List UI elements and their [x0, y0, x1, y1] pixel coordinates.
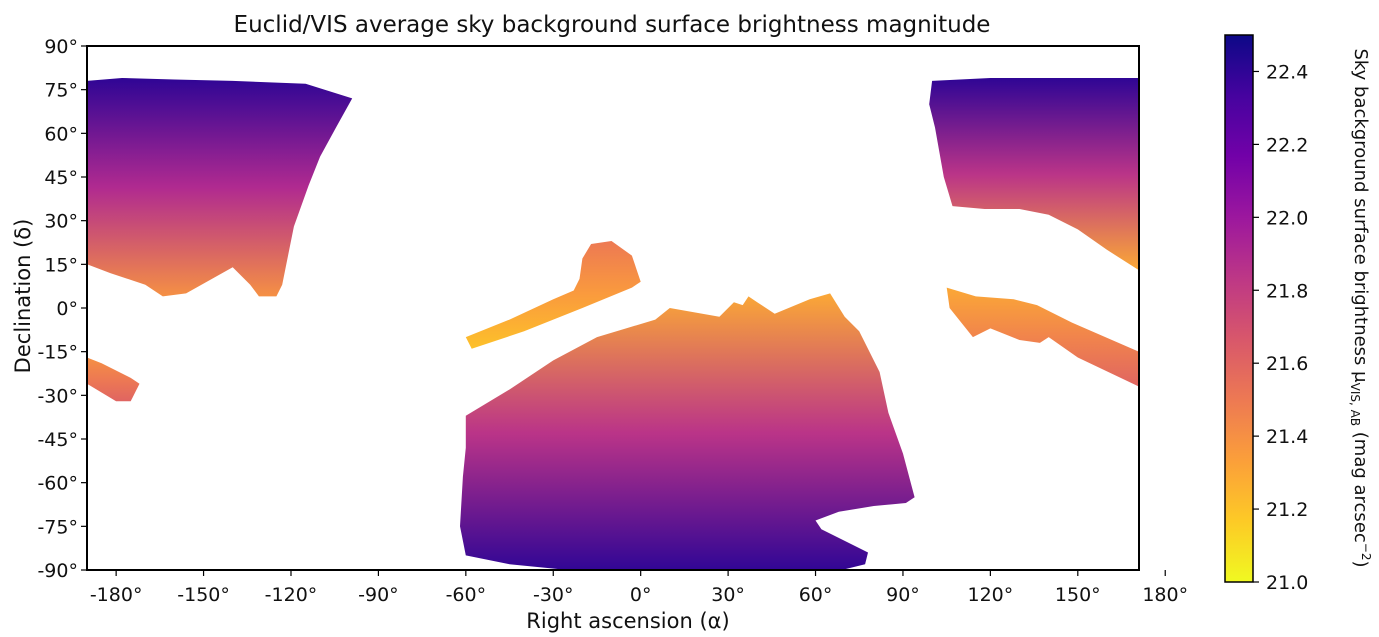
colorbar-tick-label: 21.0 [1266, 572, 1308, 594]
x-tick-label: 0° [630, 584, 652, 606]
colorbar-title: Sky background surface brightness μVIS, … [1348, 48, 1373, 567]
y-tick-label: -30° [37, 385, 78, 407]
x-tick-label: 30° [711, 584, 745, 606]
x-tick-label: 180° [1142, 584, 1188, 606]
x-axis-ticks: -180° -150° -120° -90° -60° -30° 0° 30° 60° 90° 12… [90, 570, 1188, 606]
x-axis-title: Right ascension (α) [526, 609, 729, 633]
x-tick-label: -60° [446, 584, 487, 606]
colorbar-tick-label: 22.2 [1266, 134, 1308, 156]
colorbar-tick-label: 21.4 [1266, 426, 1308, 448]
sky-region-south-cap [460, 293, 915, 570]
colorbar-title-subscript: VIS, AB [1348, 383, 1362, 426]
y-tick-label: 0° [56, 298, 78, 320]
sky-region-ecliptic-strip-east [946, 287, 1139, 387]
x-tick-label: -180° [90, 584, 143, 606]
x-tick-label: 90° [886, 584, 920, 606]
sky-regions [87, 78, 1139, 570]
x-tick-label: 150° [1055, 584, 1101, 606]
x-tick-label: 60° [799, 584, 833, 606]
y-tick-label: -45° [37, 429, 78, 451]
y-tick-label: -90° [37, 560, 78, 582]
y-tick-label: 75° [44, 80, 78, 102]
y-tick-label: 15° [44, 254, 78, 276]
x-tick-label: -150° [177, 584, 230, 606]
sky-region-north-west-cap [87, 78, 353, 297]
chart-title: Euclid/VIS average sky background surfac… [234, 12, 991, 38]
colorbar-tick-label: 22.0 [1266, 207, 1308, 229]
colorbar-ticks: 21.0 21.2 21.4 21.6 21.8 22.0 22.2 22.4 [1253, 61, 1308, 594]
colorbar-title-close: ) [1350, 561, 1371, 568]
y-tick-label: -60° [37, 473, 78, 495]
colorbar-title-units: (mag arcsec [1350, 426, 1371, 543]
y-tick-label: 90° [44, 36, 78, 58]
sky-region-west-small-patch [87, 357, 140, 402]
colorbar-tick-label: 22.4 [1266, 61, 1308, 83]
y-axis-ticks: 90° 75° 60° 45° 30° 15° 0° -15° -30° -45° -60° -75°… [37, 36, 87, 582]
y-tick-label: 60° [44, 123, 78, 145]
x-tick-label: -90° [358, 584, 399, 606]
y-tick-label: 45° [44, 167, 78, 189]
sky-region-ecliptic-strip-west [465, 241, 641, 349]
y-tick-label: 30° [44, 211, 78, 233]
colorbar [1224, 34, 1254, 583]
x-tick-label: -30° [533, 584, 574, 606]
colorbar-title-main: Sky background surface brightness μ [1350, 48, 1371, 383]
sky-region-north-east-cap [929, 78, 1139, 271]
y-tick-label: -75° [37, 516, 78, 538]
colorbar-title-superscript: −2 [1359, 543, 1373, 561]
colorbar-tick-label: 21.6 [1266, 353, 1308, 375]
y-axis-title: Declination (δ) [11, 219, 35, 374]
x-tick-label: -120° [265, 584, 318, 606]
colorbar-tick-label: 21.8 [1266, 280, 1308, 302]
colorbar-tick-label: 21.2 [1266, 499, 1308, 521]
y-tick-label: -15° [37, 342, 78, 364]
x-tick-label: 120° [967, 584, 1013, 606]
